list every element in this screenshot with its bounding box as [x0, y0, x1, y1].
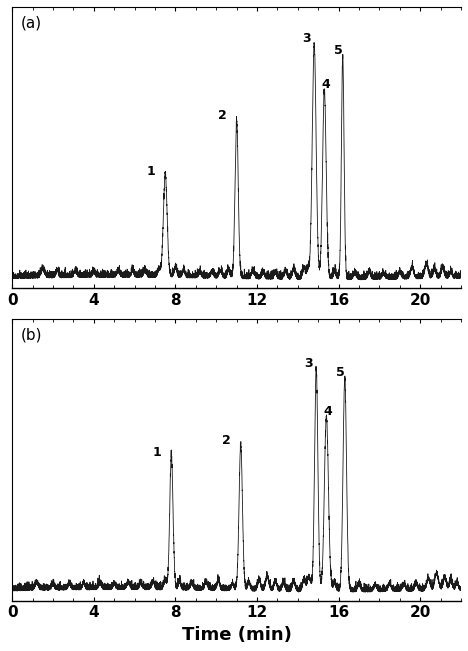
Text: (a): (a): [21, 16, 43, 31]
Text: 1: 1: [146, 165, 155, 178]
Text: 2: 2: [218, 109, 227, 122]
Text: 3: 3: [304, 357, 312, 370]
Text: 2: 2: [222, 434, 231, 447]
Text: (b): (b): [21, 327, 43, 342]
X-axis label: Time (min): Time (min): [182, 626, 292, 644]
Text: 4: 4: [323, 405, 332, 418]
Text: 4: 4: [321, 78, 330, 91]
Text: 5: 5: [336, 367, 345, 380]
Text: 3: 3: [302, 33, 310, 46]
Text: 1: 1: [153, 446, 161, 459]
Text: 5: 5: [334, 44, 343, 57]
